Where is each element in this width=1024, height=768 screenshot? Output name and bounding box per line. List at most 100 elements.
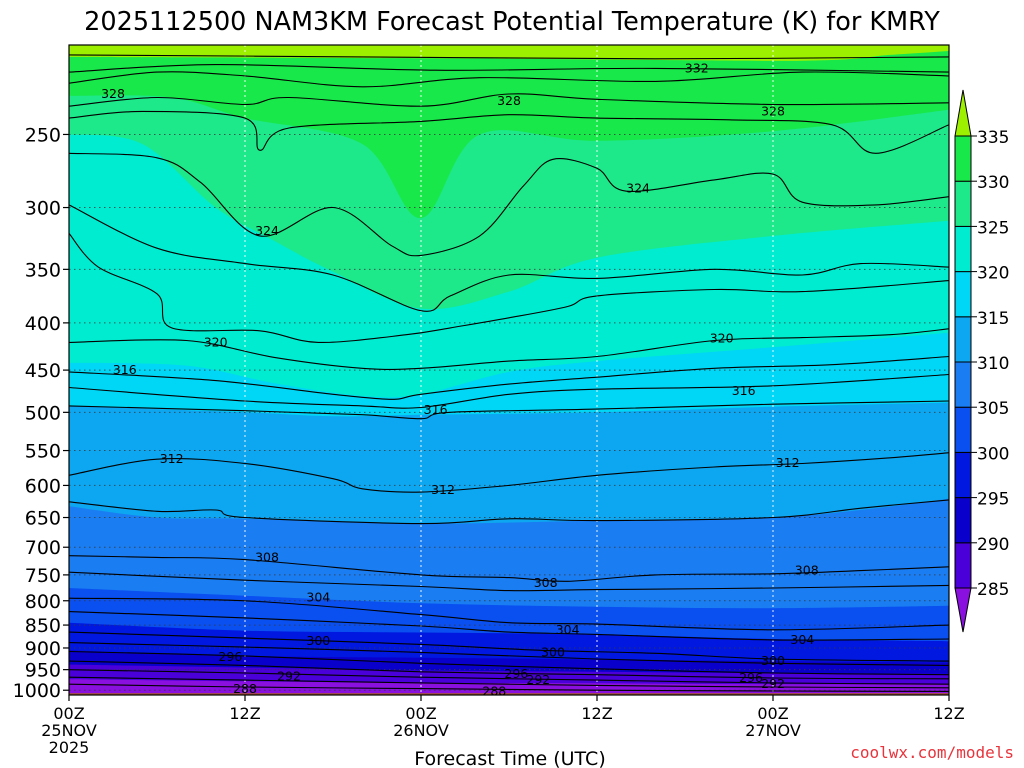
y-tick-label: 400 (25, 313, 61, 335)
contour-label: 308 (795, 563, 819, 578)
colorbar-label: 325 (977, 218, 1009, 238)
y-axis: 250 300 350 400 450 500 550 600 650 700 750 8008509… (13, 124, 69, 702)
surface-band (69, 693, 949, 695)
contour-line (69, 204, 949, 312)
x-tick-label: 26NOV (393, 721, 449, 740)
contour-line (69, 328, 949, 370)
filled-contours (69, 45, 949, 695)
contour-label: 312 (431, 482, 455, 497)
colorbar-segment (954, 225, 972, 273)
colorbar-label: 290 (977, 535, 1009, 555)
colorbar: 285 290 295 300 305 310 315 320 325 330 335 (954, 89, 1009, 633)
credit-text: coolwx.com/models (850, 743, 1014, 762)
contour-line (69, 660, 949, 680)
colorbar-segment (954, 316, 972, 363)
contour-line (69, 650, 949, 676)
x-tick-label: 12Z (933, 704, 964, 723)
contour-line (69, 233, 949, 343)
contour-labels: 332 328 328 328 324 324 320 320 316 316 316 312 312 3… (101, 60, 819, 698)
y-tick-label: 550 (25, 441, 61, 463)
contour-label: 304 (790, 632, 814, 647)
x-tick-label: 00Z (405, 704, 436, 723)
x-tick-label: 2025 (49, 738, 90, 757)
contour-line (69, 676, 949, 689)
contour-label: 288 (233, 681, 257, 696)
contour-line (69, 93, 949, 107)
contour-label: 288 (482, 683, 506, 698)
contour-label: 328 (761, 103, 785, 118)
surface-terrain (69, 693, 949, 695)
chart-title: 2025112500 NAM3KM Forecast Potential Tem… (84, 7, 940, 37)
contour-line (69, 71, 949, 88)
y-tick-label: 700 (25, 537, 61, 559)
contour-line (69, 597, 949, 631)
contour-line (69, 555, 949, 582)
contour-line (69, 110, 949, 154)
contour-label: 316 (113, 362, 137, 377)
contour-lines (69, 54, 949, 692)
contour-label: 312 (160, 451, 184, 466)
y-tick-label: 850 (25, 615, 61, 637)
contour-label: 328 (497, 93, 521, 108)
y-tick-label: 450 (25, 360, 61, 382)
contour-line (69, 571, 949, 592)
contour-label: 296 (218, 649, 242, 664)
contour-label: 308 (534, 575, 558, 590)
contour-label: 308 (255, 549, 279, 564)
contour-line (69, 452, 949, 493)
contour-label: 296 (504, 666, 528, 681)
colorbar-label: 315 (977, 309, 1009, 329)
contour-label: 292 (277, 668, 301, 683)
contour-line (69, 152, 949, 257)
contour-label: 316 (732, 383, 756, 398)
contour-line (69, 499, 949, 525)
contour-line (69, 373, 949, 409)
colorbar-label: 300 (977, 444, 1009, 464)
colorbar-segment (954, 497, 972, 544)
y-tick-label: 500 (25, 402, 61, 424)
contour-label: 300 (761, 653, 785, 668)
colorbar-label: 285 (977, 580, 1009, 600)
contour-label: 300 (306, 633, 330, 648)
contour-label: 324 (626, 180, 650, 195)
colorbar-segment (954, 271, 972, 318)
contour-label: 312 (776, 455, 800, 470)
contour-label: 320 (204, 334, 228, 349)
fill-layer (69, 45, 949, 219)
y-tick-label: 900 (25, 638, 61, 660)
x-axis-label: Forecast Time (UTC) (414, 748, 605, 768)
contour-line (69, 64, 949, 73)
colorbar-segment (954, 89, 972, 137)
y-tick-label: 750 (25, 565, 61, 587)
contour-label: 328 (101, 86, 125, 101)
x-tick-label: 00Z (757, 704, 788, 723)
colorbar-label: 320 (977, 264, 1009, 284)
contour-line (69, 54, 949, 60)
colorbar-segment (954, 406, 972, 453)
colorbar-label: 295 (977, 490, 1009, 510)
y-tick-label: 1000 (13, 680, 61, 702)
contour-line (69, 642, 949, 666)
colorbar-label: 310 (977, 354, 1009, 374)
y-tick-label: 300 (25, 198, 61, 220)
contour-label: 324 (255, 223, 279, 238)
colorbar-segment (954, 361, 972, 408)
contour-label: 292 (526, 672, 550, 687)
contour-label: 292 (761, 676, 785, 691)
y-tick-label: 800 (25, 591, 61, 613)
y-tick-label: 350 (25, 259, 61, 281)
contour-label: 304 (306, 590, 330, 605)
y-tick-label: 600 (25, 475, 61, 497)
colorbar-segment (954, 135, 972, 182)
contour-line (69, 669, 949, 685)
contour-label: 316 (424, 402, 448, 417)
colorbar-label: 305 (977, 399, 1009, 419)
colorbar-segment (954, 451, 972, 499)
contour-label: 296 (739, 670, 763, 685)
y-tick-label: 250 (25, 124, 61, 146)
y-tick-label: 650 (25, 508, 61, 530)
contour-label: 304 (556, 622, 580, 637)
x-tick-label: 00Z (53, 704, 84, 723)
x-tick-label: 12Z (229, 704, 260, 723)
